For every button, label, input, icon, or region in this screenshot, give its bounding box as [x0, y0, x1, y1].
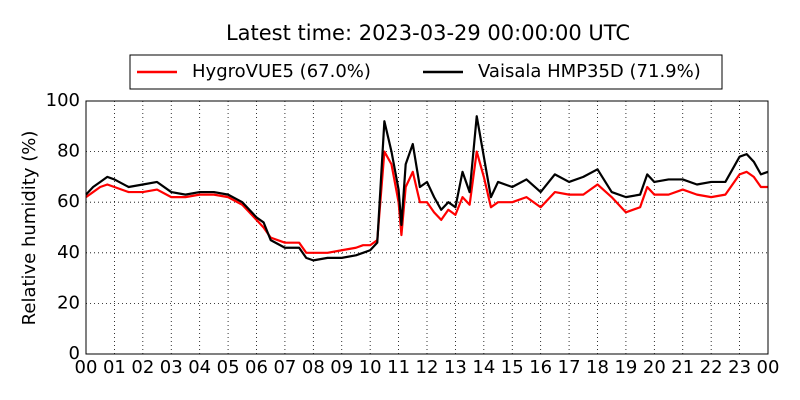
- x-tick-label: 10: [359, 357, 382, 378]
- plot-frame: [85, 100, 769, 355]
- x-tick-label: 00: [75, 357, 98, 378]
- x-tick-label: 23: [728, 357, 751, 378]
- x-tick-label: 08: [302, 357, 325, 378]
- y-tick-label: 80: [57, 141, 80, 162]
- x-tick-label: 03: [160, 357, 183, 378]
- y-tick-label: 40: [57, 242, 80, 263]
- x-tick-label: 02: [131, 357, 154, 378]
- x-tick-label: 21: [671, 357, 694, 378]
- y-tick-label: 100: [46, 90, 80, 111]
- x-tick-label: 17: [558, 357, 581, 378]
- data-line: [85, 115, 769, 262]
- y-tick-label: 60: [57, 191, 80, 212]
- x-tick-label: 22: [700, 357, 723, 378]
- x-tick-label: 00: [757, 357, 780, 378]
- legend-label: HygroVUE5 (67.0%): [192, 61, 371, 82]
- data-line: [85, 150, 768, 254]
- x-tick-label: 05: [217, 357, 240, 378]
- x-tick-label: 12: [416, 357, 439, 378]
- y-axis-label: Relative humidity (%): [19, 131, 40, 326]
- x-tick-label: 20: [643, 357, 666, 378]
- x-tick-label: 13: [444, 357, 467, 378]
- x-tick-label: 14: [472, 357, 495, 378]
- y-tick-label: 0: [69, 343, 80, 364]
- x-tick-label: 01: [103, 357, 126, 378]
- x-tick-label: 19: [614, 357, 637, 378]
- x-tick-label: 15: [501, 357, 524, 378]
- x-tick-label: 07: [273, 357, 296, 378]
- chart-title: Latest time: 2023-03-29 00:00:00 UTC: [226, 21, 630, 45]
- legend-label: Vaisala HMP35D (71.9%): [478, 61, 701, 82]
- x-tick-label: 11: [387, 357, 410, 378]
- x-tick-label: 06: [245, 357, 268, 378]
- x-tick-label: 04: [188, 357, 211, 378]
- x-tick-label: 18: [586, 357, 609, 378]
- y-tick-label: 20: [57, 292, 80, 313]
- x-tick-label: 09: [330, 357, 353, 378]
- x-tick-label: 16: [529, 357, 552, 378]
